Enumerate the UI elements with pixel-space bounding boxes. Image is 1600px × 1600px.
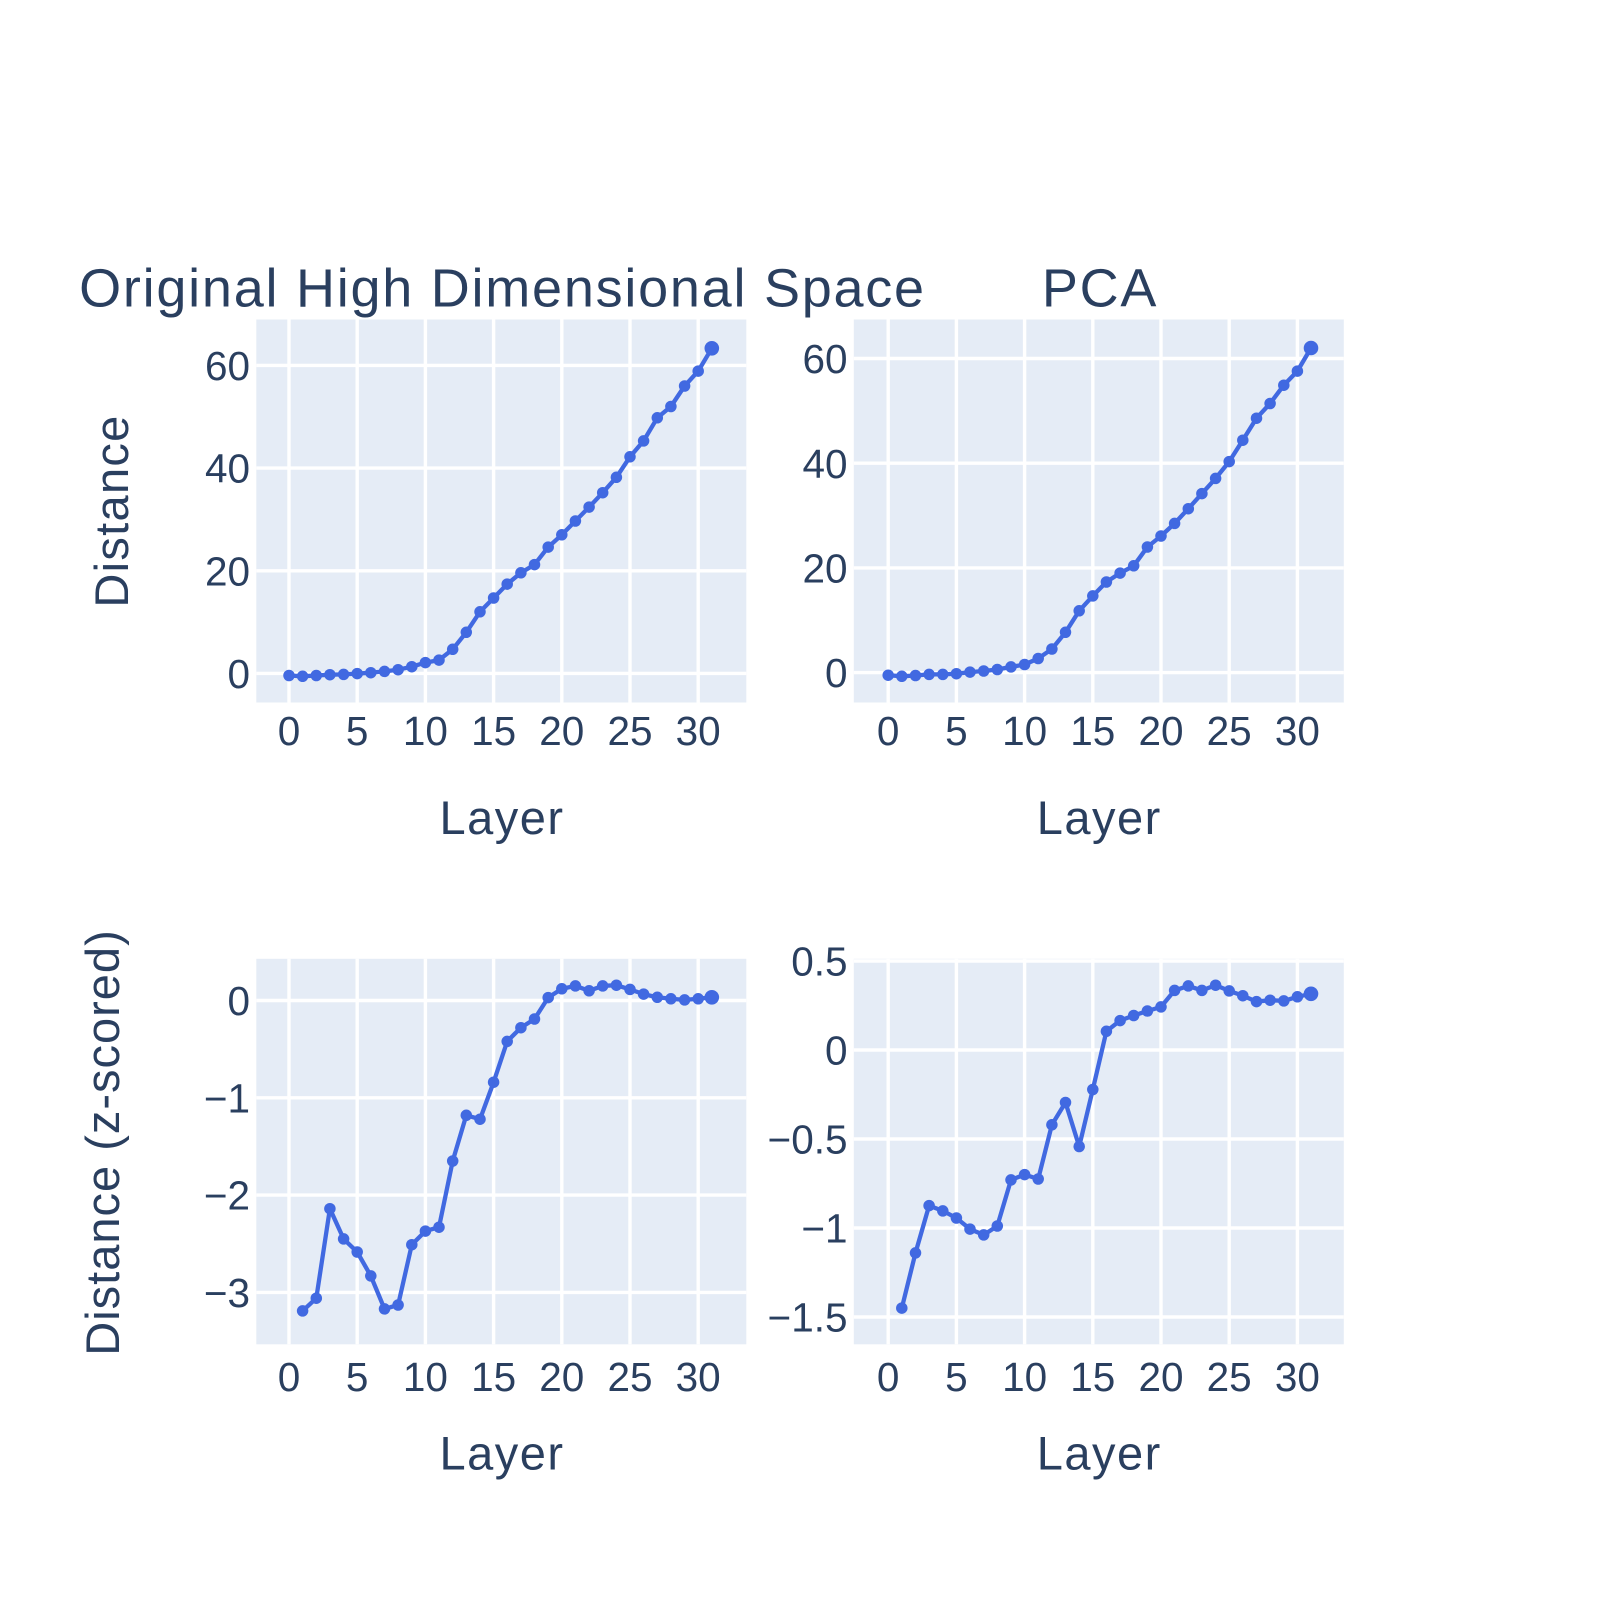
svg-text:5: 5	[945, 708, 968, 754]
svg-text:5: 5	[945, 1354, 968, 1400]
svg-text:0: 0	[227, 651, 250, 697]
svg-text:5: 5	[346, 708, 369, 754]
svg-text:40: 40	[205, 446, 250, 492]
svg-text:60: 60	[205, 343, 250, 389]
svg-text:15: 15	[471, 1354, 516, 1400]
svg-text:25: 25	[1207, 1354, 1252, 1400]
svg-text:−2: −2	[204, 1173, 250, 1219]
svg-text:−0.5: −0.5	[768, 1117, 848, 1163]
svg-text:20: 20	[205, 548, 250, 594]
svg-text:−1: −1	[801, 1206, 847, 1252]
svg-text:15: 15	[471, 708, 516, 754]
svg-text:20: 20	[1138, 1354, 1183, 1400]
svg-text:25: 25	[607, 708, 652, 754]
svg-text:15: 15	[1070, 1354, 1115, 1400]
svg-text:−1.5: −1.5	[768, 1295, 848, 1341]
svg-text:30: 30	[676, 1354, 721, 1400]
svg-text:10: 10	[403, 1354, 448, 1400]
svg-text:20: 20	[539, 708, 584, 754]
svg-text:10: 10	[1002, 1354, 1047, 1400]
svg-text:Layer: Layer	[1037, 791, 1162, 844]
svg-text:30: 30	[676, 708, 721, 754]
svg-text:5: 5	[346, 1354, 369, 1400]
svg-text:40: 40	[802, 441, 847, 487]
svg-text:15: 15	[1070, 708, 1115, 754]
svg-text:30: 30	[1275, 708, 1320, 754]
svg-text:0: 0	[227, 978, 250, 1024]
svg-text:−3: −3	[204, 1270, 250, 1316]
svg-text:Original High Dimensional Spac: Original High Dimensional Space	[79, 259, 926, 319]
svg-text:0: 0	[825, 1028, 848, 1074]
svg-text:0: 0	[825, 650, 848, 696]
svg-text:Layer: Layer	[1037, 1427, 1162, 1480]
svg-text:60: 60	[802, 336, 847, 382]
svg-text:10: 10	[1002, 708, 1047, 754]
svg-text:0: 0	[278, 1354, 301, 1400]
svg-text:25: 25	[607, 1354, 652, 1400]
svg-text:0: 0	[278, 708, 301, 754]
svg-text:0.5: 0.5	[791, 939, 847, 985]
svg-text:Distance (z-scored): Distance (z-scored)	[76, 929, 129, 1355]
svg-text:10: 10	[403, 708, 448, 754]
svg-text:PCA: PCA	[1042, 259, 1158, 319]
svg-text:20: 20	[802, 545, 847, 591]
svg-text:30: 30	[1275, 1354, 1320, 1400]
svg-text:0: 0	[877, 1354, 900, 1400]
svg-text:25: 25	[1207, 708, 1252, 754]
svg-text:0: 0	[877, 708, 900, 754]
svg-text:20: 20	[539, 1354, 584, 1400]
svg-text:−1: −1	[204, 1075, 250, 1121]
svg-text:Distance: Distance	[85, 414, 138, 607]
svg-text:20: 20	[1138, 708, 1183, 754]
svg-text:Layer: Layer	[439, 1427, 564, 1480]
svg-text:Layer: Layer	[439, 791, 564, 844]
